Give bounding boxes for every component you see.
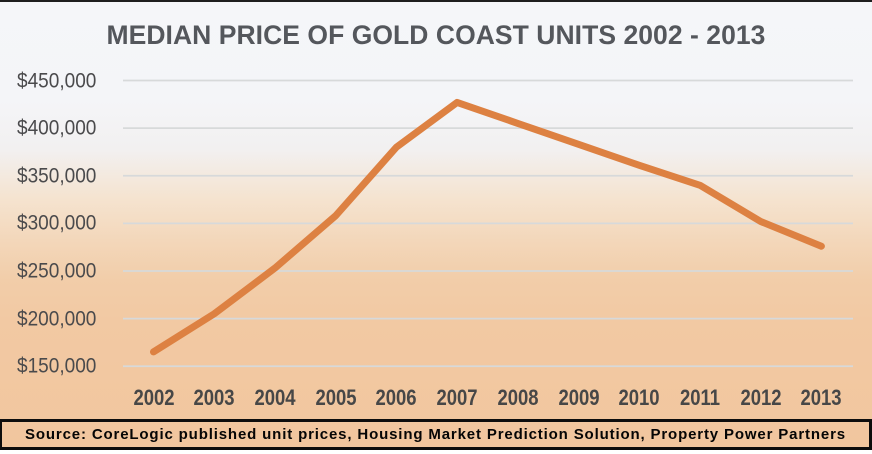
x-tick-label: 2004 xyxy=(254,384,296,410)
y-tick-label: $300,000 xyxy=(17,210,97,235)
x-tick-label: 2009 xyxy=(557,384,600,410)
y-tick-label: $400,000 xyxy=(17,115,97,140)
bottom-strip xyxy=(0,450,872,454)
x-tick-label: 2012 xyxy=(740,384,782,410)
chart-title: MEDIAN PRICE OF GOLD COAST UNITS 2002 - … xyxy=(106,20,766,50)
x-tick-label: 2006 xyxy=(375,384,417,410)
source-text: Source: CoreLogic published unit prices,… xyxy=(25,426,846,443)
x-tick-label: 2010 xyxy=(618,384,660,410)
x-tick-label: 2007 xyxy=(436,384,478,410)
source-bar: Source: CoreLogic published unit prices,… xyxy=(0,419,872,450)
x-tick-label: 2011 xyxy=(679,384,721,410)
x-tick-label: 2005 xyxy=(315,384,357,410)
x-tick-label: 2003 xyxy=(193,384,235,410)
x-tick-label: 2013 xyxy=(800,384,842,410)
price-line-series xyxy=(150,98,825,356)
x-tick-label: 2002 xyxy=(132,384,175,410)
x-tick-label: 2008 xyxy=(497,384,539,410)
top-border xyxy=(0,0,872,2)
gridlines xyxy=(123,79,853,368)
y-tick-label: $250,000 xyxy=(17,258,97,283)
y-tick-label: $450,000 xyxy=(17,68,97,92)
y-tick-label: $150,000 xyxy=(17,353,97,378)
y-tick-label: $200,000 xyxy=(17,306,97,331)
y-tick-label: $350,000 xyxy=(17,163,97,188)
